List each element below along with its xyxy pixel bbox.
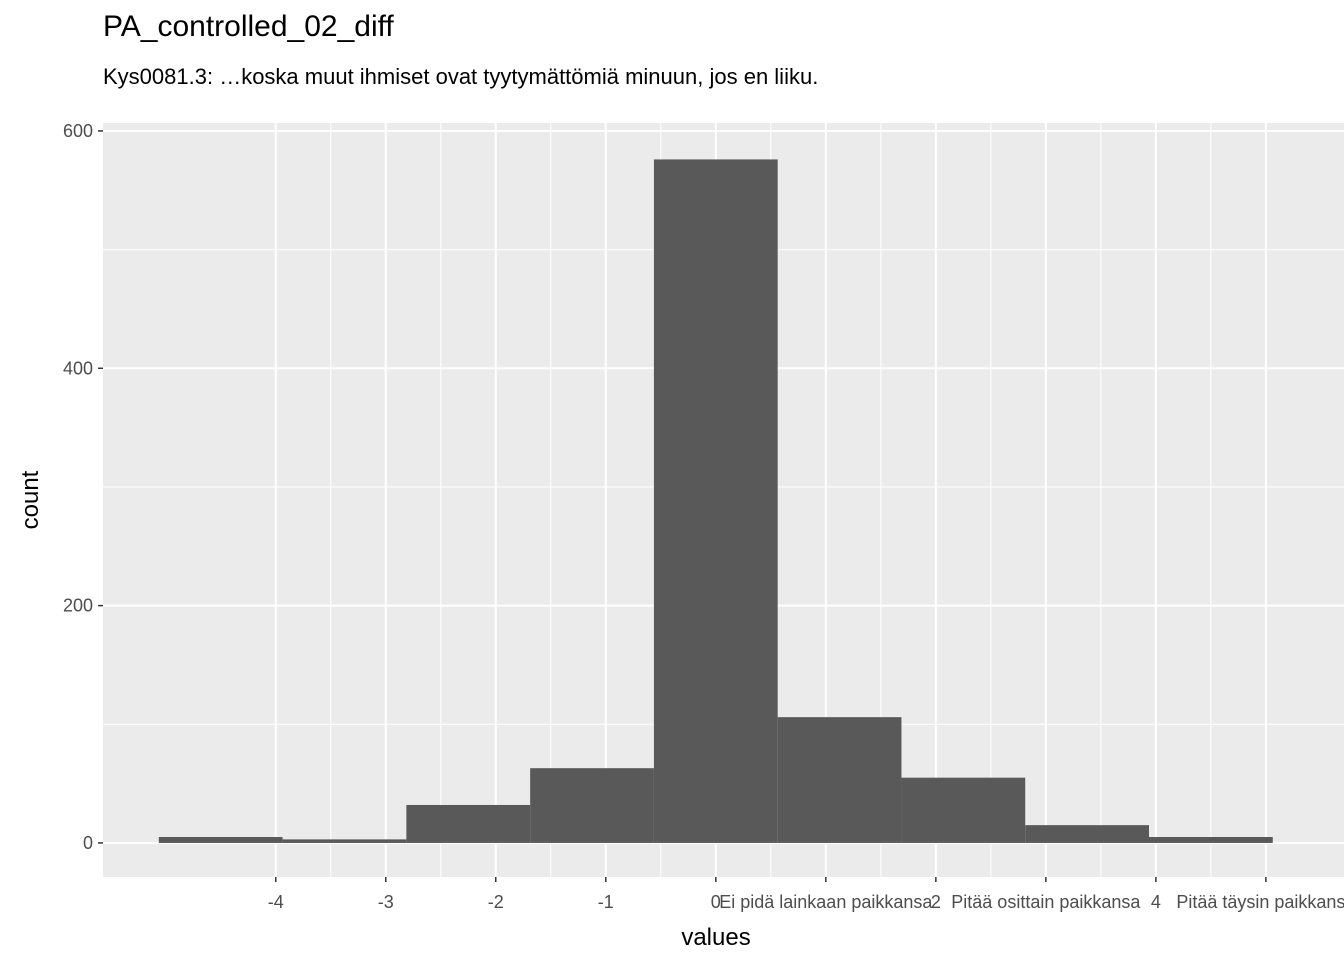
bar [901, 777, 1026, 843]
y-axis-label: count [17, 470, 44, 529]
bar [1148, 837, 1273, 843]
x-tick-label: -4 [268, 892, 284, 912]
x-tick-label: -1 [598, 892, 614, 912]
bar [1025, 825, 1149, 843]
x-tick-label: 0 [711, 892, 721, 912]
bar [777, 717, 902, 843]
chart-title: PA_controlled_02_diff [103, 10, 394, 43]
bar [653, 159, 778, 843]
x-tick-label: 2 [931, 892, 941, 912]
x-tick-label: Ei pidä lainkaan paikkansa [719, 892, 933, 912]
bar [158, 837, 283, 843]
x-tick-label: -3 [378, 892, 394, 912]
y-tick-label: 400 [63, 358, 93, 378]
bar [406, 804, 531, 843]
x-tick-label: 4 [1151, 892, 1161, 912]
x-tick-label: Pitää täysin paikkansa [1176, 892, 1344, 912]
y-tick-label: 200 [63, 596, 93, 616]
y-tick-label: 600 [63, 121, 93, 141]
bar [530, 768, 654, 843]
x-tick-label: -2 [488, 892, 504, 912]
x-axis-label: values [681, 924, 750, 951]
y-tick-label: 0 [83, 833, 93, 853]
bar [282, 839, 407, 843]
x-tick-label: Pitää osittain paikkansa [951, 892, 1141, 912]
chart-subtitle: Kys0081.3: …koska muut ihmiset ovat tyyt… [103, 64, 819, 89]
